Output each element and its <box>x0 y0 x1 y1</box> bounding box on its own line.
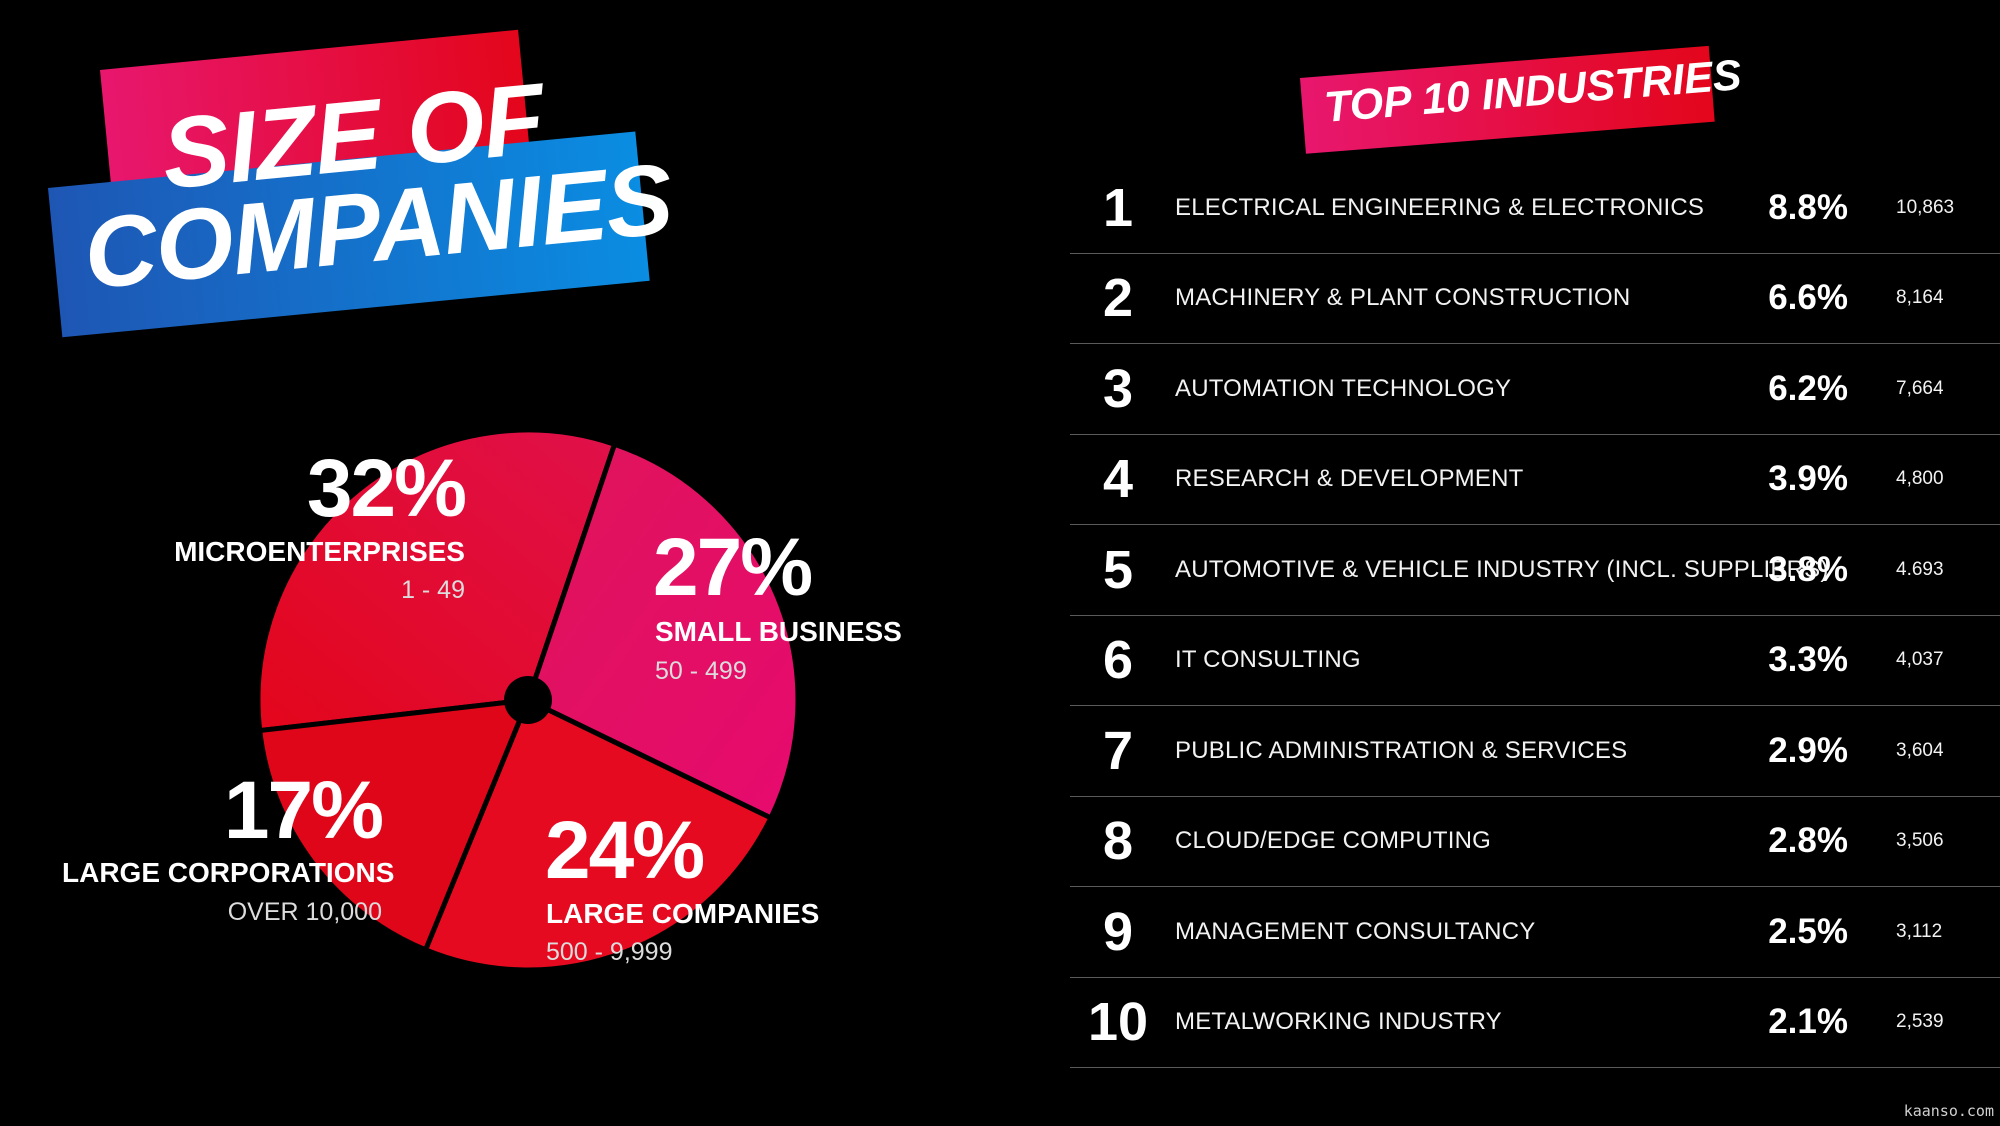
industry-count: 2,539 <box>1896 1011 1944 1033</box>
table-row: 2 MACHINERY & PLANT CONSTRUCTION 6.6% 8,164 <box>1070 254 2000 344</box>
industry-rank: 3 <box>1102 358 1134 419</box>
industry-percent: 3.8% <box>1768 549 1848 589</box>
pie-slice-large-companies <box>423 697 774 973</box>
industry-name: AUTOMATION TECHNOLOGY <box>1175 374 1512 402</box>
table-row: 10 METALWORKING INDUSTRY 2.1% 2,539 <box>1070 978 2000 1068</box>
industry-percent: 2.8% <box>1768 821 1848 861</box>
industry-name: MACHINERY & PLANT CONSTRUCTION <box>1175 284 1631 312</box>
industry-percent: 8.8% <box>1768 187 1848 227</box>
industry-name: MANAGEMENT CONSULTANCY <box>1175 917 1536 945</box>
industry-rank: 1 <box>1102 177 1134 238</box>
industry-percent: 6.6% <box>1768 278 1848 318</box>
industry-percent: 3.3% <box>1768 640 1848 680</box>
pie-label-small-name: SMALL BUSINESS <box>655 616 902 647</box>
industry-count: 3,112 <box>1896 920 1943 942</box>
industry-count: 3,604 <box>1896 739 1944 761</box>
industry-rank: 2 <box>1102 268 1134 329</box>
industry-count: 7,664 <box>1896 377 1944 399</box>
industry-percent: 2.1% <box>1768 1002 1848 1042</box>
company-size-pie-chart <box>255 427 801 973</box>
industry-count: 3,506 <box>1896 830 1944 852</box>
industry-name: CLOUD/EDGE COMPUTING <box>1175 827 1492 855</box>
industry-rank: 6 <box>1102 630 1134 691</box>
industry-count: 4.693 <box>1896 558 1944 580</box>
industry-count: 10,863 <box>1896 196 1955 218</box>
pie-slice-large-corporations <box>257 697 531 953</box>
industry-name: METALWORKING INDUSTRY <box>1175 1008 1502 1036</box>
industry-rank: 7 <box>1102 720 1134 781</box>
pie-label-small-percent: 27% <box>653 522 813 613</box>
industry-percent: 3.9% <box>1768 459 1848 499</box>
table-row: 8 CLOUD/EDGE COMPUTING 2.8% 3,506 <box>1070 797 2000 887</box>
industry-percent: 6.2% <box>1768 368 1848 408</box>
pie-label-large-companies-range: 500 - 9,999 <box>546 938 673 966</box>
table-row: 9 MANAGEMENT CONSULTANCY 2.5% 3,112 <box>1070 887 2000 978</box>
pie-label-micro-percent: 32% <box>306 443 467 534</box>
pie-slice-small-business <box>525 441 801 821</box>
industry-count: 4,800 <box>1896 468 1944 490</box>
pie-label-large-corporations-name: LARGE CORPORATIONS <box>62 857 395 888</box>
pie-slice-microenterprises <box>255 427 618 734</box>
industry-rank: 9 <box>1102 901 1134 962</box>
pie-label-large-companies-name: LARGE COMPANIES <box>546 898 820 929</box>
pie-label-large-corporations-percent: 17% <box>223 765 384 856</box>
table-row: 4 RESEARCH & DEVELOPMENT 3.9% 4,800 <box>1070 435 2000 525</box>
table-row: 7 PUBLIC ADMINISTRATION & SERVICES 2.9% 3,6… <box>1070 706 2000 797</box>
industry-rank: 4 <box>1102 449 1134 510</box>
industry-table: 1 ELECTRICAL ENGINEERING & ELECTRONICS 8.8… <box>1070 163 2000 1068</box>
industry-rank: 5 <box>1102 539 1134 600</box>
pie-center-hole <box>504 676 552 724</box>
industry-percent: 2.9% <box>1768 730 1848 770</box>
pie-label-micro-range: 1 - 49 <box>401 576 465 604</box>
industry-rank: 8 <box>1102 811 1134 872</box>
table-row: 5 AUTOMOTIVE & VEHICLE INDUSTRY (INCL. SU… <box>1070 525 2000 616</box>
table-row: 1 ELECTRICAL ENGINEERING & ELECTRONICS 8.8… <box>1070 163 2000 254</box>
industry-name: ELECTRICAL ENGINEERING & ELECTRONICS <box>1175 193 1705 221</box>
pie-label-large-corporations-range: OVER 10,000 <box>227 898 382 926</box>
industry-name: RESEARCH & DEVELOPMENT <box>1175 465 1524 493</box>
table-row: 3 AUTOMATION TECHNOLOGY 6.2% 7,664 <box>1070 344 2000 435</box>
table-row: 6 IT CONSULTING 3.3% 4,037 <box>1070 616 2000 706</box>
pie-label-micro-name: MICROENTERPRISES <box>174 536 465 567</box>
watermark: kaanso.com <box>1903 1102 1994 1120</box>
industry-percent: 2.5% <box>1768 911 1848 951</box>
pie-label-small-range: 50 - 499 <box>655 657 747 685</box>
industry-name: IT CONSULTING <box>1175 646 1361 674</box>
industry-rank: 10 <box>1087 992 1149 1053</box>
industry-name: PUBLIC ADMINISTRATION & SERVICES <box>1175 736 1628 764</box>
industry-count: 4,037 <box>1896 649 1944 671</box>
industry-count: 8,164 <box>1896 287 1944 309</box>
pie-label-large-companies-percent: 24% <box>545 805 705 896</box>
industry-name: AUTOMOTIVE & VEHICLE INDUSTRY (INCL. SUP… <box>1175 555 1829 583</box>
